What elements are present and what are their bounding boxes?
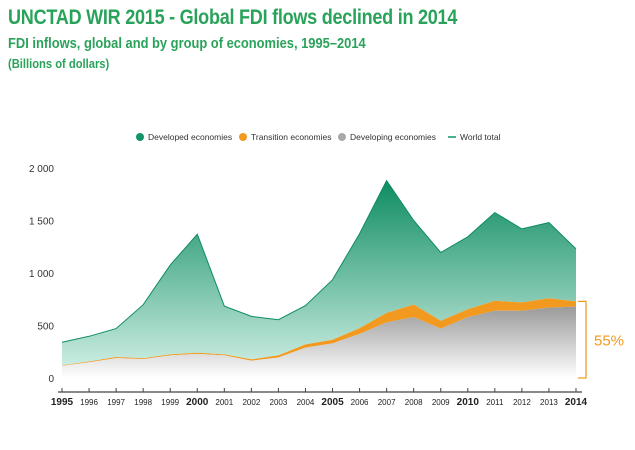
world-total-line <box>61 179 577 343</box>
x-tick-label: 2011 <box>486 398 504 407</box>
x-tick-label: 1997 <box>107 398 125 407</box>
x-tick-label: 1995 <box>51 397 74 408</box>
x-tick-label: 2007 <box>378 398 396 407</box>
x-tick-label: 2014 <box>565 397 588 408</box>
x-tick-label: 2006 <box>351 398 369 407</box>
x-tick-label: 1998 <box>134 398 152 407</box>
x-tick-label: 2003 <box>270 398 288 407</box>
x-tick-label: 2012 <box>513 398 531 407</box>
annotation: 55% <box>578 300 624 379</box>
legend-label-developed-economies: Developed economies <box>148 132 232 142</box>
legend-label-developing-economies: Developing economies <box>350 132 436 142</box>
chart-legend: Developed economies Transition economies D… <box>136 132 501 142</box>
x-tick-label: 1999 <box>161 398 179 407</box>
x-tick-label: 2005 <box>321 397 344 408</box>
y-tick-label: 500 <box>37 322 54 333</box>
x-tick-label: 2008 <box>405 398 423 407</box>
x-tick-label: 2001 <box>215 398 233 407</box>
legend-swatch-developing-economies <box>338 133 346 141</box>
y-tick-label: 1 000 <box>29 269 54 280</box>
x-tick-label: 1996 <box>80 398 98 407</box>
annotation-label: 55% <box>594 333 624 350</box>
area-developing-economies <box>62 306 576 378</box>
y-tick-label: 2 000 <box>29 164 54 175</box>
area-transition-economies <box>62 298 576 366</box>
x-tick-label: 2010 <box>457 397 480 408</box>
legend-label-transition-economies: Transition economies <box>251 132 331 142</box>
legend-swatch-transition-economies <box>239 133 247 141</box>
page-title: UNCTAD WIR 2015 - Global FDI flows decli… <box>8 6 458 29</box>
area-developed-economies <box>62 180 576 366</box>
legend-swatch-developed-economies <box>136 133 144 141</box>
annotation-bracket <box>578 300 587 379</box>
unit-label: (Billions of dollars) <box>8 56 110 71</box>
x-tick-label: 2004 <box>297 398 315 407</box>
y-tick-label: 1 500 <box>29 217 54 228</box>
x-tick-label: 2013 <box>540 398 558 407</box>
y-tick-label: 0 <box>48 374 54 385</box>
chart-areas <box>61 179 577 378</box>
chart-subtitle: FDI inflows, global and by group of econ… <box>8 35 366 52</box>
x-tick-label: 2000 <box>186 397 209 408</box>
y-axis: 0 500 1 000 1 500 2 000 <box>29 164 54 385</box>
x-axis: 1995 1996 1997 1998 1999 2000 2001 2002 2003 2004… <box>51 388 588 408</box>
x-tick-label: 2009 <box>432 398 450 407</box>
x-tick-label: 2002 <box>242 398 260 407</box>
legend-label-world-total: World total <box>460 132 501 142</box>
